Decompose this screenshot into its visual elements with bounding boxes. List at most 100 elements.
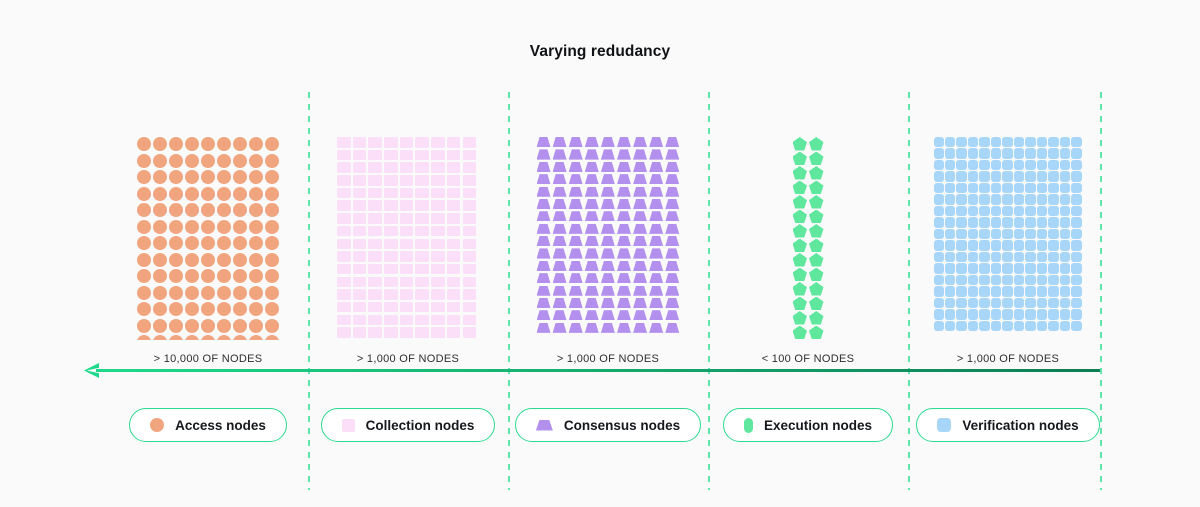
access-node-circle-icon [217, 269, 231, 283]
consensus-node-trapezoid-icon [600, 248, 615, 259]
access-node-circle-icon [265, 203, 279, 217]
access-node-circle-icon [185, 318, 199, 333]
section-collection: > 1,000 OF NODES [308, 137, 508, 365]
verification-node-square-icon [1013, 240, 1025, 251]
consensus-node-trapezoid-icon [616, 297, 631, 309]
collection-node-square-icon [337, 137, 351, 148]
collection-node-square-icon [368, 251, 382, 262]
collection-node-square-icon [462, 137, 476, 148]
verification-node-square-icon [1071, 263, 1082, 274]
collection-node-square-icon [337, 263, 351, 275]
consensus-node-trapezoid-icon [665, 236, 680, 247]
collection-node-square-icon [368, 137, 382, 148]
access-node-circle-icon [150, 418, 165, 432]
execution-node-pentagon-icon [792, 253, 807, 267]
verification-legend-slot: Verification nodes [908, 408, 1108, 442]
diagram-title: Varying redudancy [529, 43, 671, 60]
consensus-node-trapezoid-icon [552, 236, 567, 247]
verification-node-square-icon [1025, 194, 1036, 205]
access-legend-label: Access nodes [175, 417, 266, 433]
collection-node-square-icon [399, 276, 414, 288]
collection-node-square-icon [337, 213, 351, 224]
verification-node-square-icon [967, 228, 979, 240]
consensus-node-trapezoid-icon [633, 310, 648, 321]
verification-node-square-icon [1036, 320, 1048, 332]
access-node-circle-icon [185, 236, 199, 250]
access-node-circle-icon [233, 318, 247, 333]
verification-node-square-icon [979, 240, 990, 251]
execution-node-pentagon-icon [809, 325, 824, 339]
collection-node-square-icon [384, 327, 398, 338]
verification-node-square-icon [1013, 274, 1025, 286]
access-node-circle-icon [201, 153, 215, 168]
access-node-circle-icon [201, 219, 215, 234]
verification-node-square-icon [933, 217, 944, 228]
verification-node-square-icon [967, 274, 979, 286]
access-node-circle-icon [153, 219, 167, 234]
collection-node-square-icon [368, 327, 382, 338]
consensus-node-trapezoid-icon [665, 149, 680, 160]
consensus-node-trapezoid-icon [649, 273, 664, 284]
collection-node-square-icon [337, 149, 351, 161]
consensus-node-trapezoid-icon [584, 137, 599, 148]
consensus-node-trapezoid-icon [616, 137, 631, 148]
verification-node-square-icon [944, 286, 956, 297]
access-node-circle-icon [201, 302, 215, 316]
consensus-node-trapezoid-icon [552, 137, 567, 148]
execution-node-pentagon-icon [809, 137, 824, 151]
execution-legend-pill: Execution nodes [722, 408, 894, 442]
verification-node-square-icon [1048, 171, 1059, 182]
verification-node-square-icon [1002, 240, 1013, 251]
collection-node-square-icon [384, 200, 398, 211]
access-node-circle-icon [169, 137, 183, 151]
access-node-circle-icon [169, 335, 183, 340]
collection-node-square-icon [462, 175, 476, 186]
collection-node-square-icon [384, 238, 398, 249]
access-node-circle-icon [169, 219, 183, 234]
access-node-circle-icon [153, 203, 167, 217]
consensus-node-trapezoid-icon [600, 223, 615, 234]
collection-node-square-icon [399, 162, 414, 173]
consensus-node-trapezoid-icon [665, 260, 680, 271]
collection-node-square-icon [415, 314, 429, 326]
verification-node-square-icon [990, 240, 1002, 251]
execution-node-pentagon-icon [809, 166, 824, 180]
verification-node-square-icon [944, 171, 956, 182]
collection-node-square-icon [337, 301, 351, 313]
access-node-circle-icon [201, 285, 215, 300]
collection-node-square-icon [337, 225, 351, 237]
consensus-legend-slot: Consensus nodes [508, 408, 708, 442]
collection-node-square-icon [446, 301, 461, 313]
verification-node-square-icon [1059, 228, 1071, 240]
verification-node-square-icon [956, 205, 967, 217]
access-node-circle-icon [265, 302, 279, 316]
access-node-circle-icon [153, 137, 167, 151]
access-node-circle-icon [265, 219, 279, 234]
collection-node-square-icon [399, 175, 414, 186]
verification-node-square-icon [956, 171, 967, 182]
verification-node-square-icon [1025, 148, 1036, 159]
consensus-node-trapezoid-icon [649, 260, 664, 271]
consensus-node-trapezoid-icon [600, 322, 615, 333]
consensus-node-trapezoid-icon [552, 174, 567, 185]
collection-node-square-icon [399, 263, 414, 275]
consensus-node-trapezoid-icon [536, 211, 551, 222]
verification-node-square-icon [956, 263, 967, 274]
access-node-circle-icon [249, 252, 263, 267]
verification-node-square-icon [956, 159, 967, 171]
consensus-node-trapezoid-icon [665, 297, 680, 309]
collection-node-square-icon [352, 225, 367, 237]
access-node-circle-icon [233, 252, 247, 267]
consensus-node-trapezoid-icon [536, 285, 551, 296]
collection-node-square-icon [368, 149, 382, 161]
access-node-circle-icon [217, 335, 231, 340]
verification-node-square-icon [979, 205, 990, 217]
consensus-node-trapezoid-icon [584, 186, 599, 197]
collection-node-square-icon [415, 327, 429, 338]
access-node-circle-icon [265, 335, 279, 340]
section-divider-dashed-line [908, 92, 910, 490]
verification-node-square-icon [1059, 159, 1071, 171]
verification-node-square-icon [990, 171, 1002, 182]
verification-node-square-icon [1048, 148, 1059, 159]
verification-node-square-icon [1048, 240, 1059, 251]
